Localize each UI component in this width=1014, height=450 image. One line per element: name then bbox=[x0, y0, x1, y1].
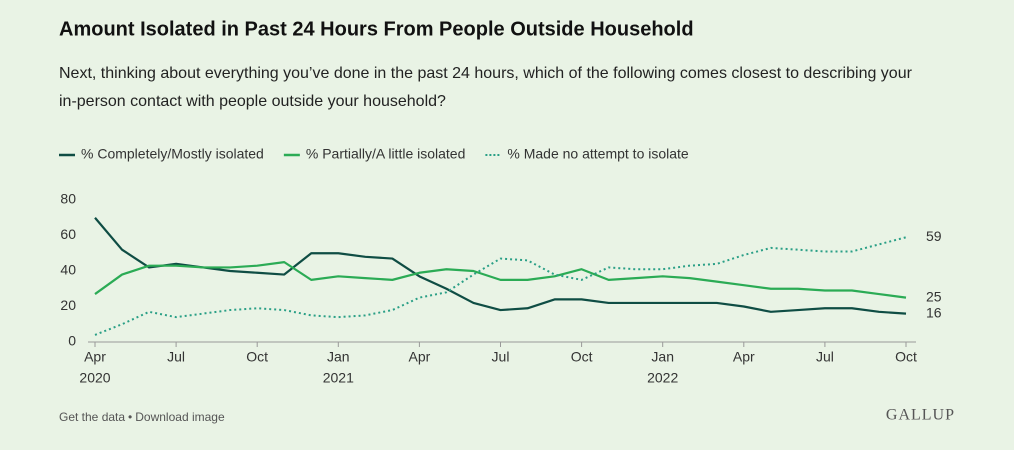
x-tick-year: 2022 bbox=[647, 370, 678, 386]
x-tick-label: Jul bbox=[816, 349, 834, 365]
x-tick-label: Jan bbox=[651, 349, 674, 365]
footer-link[interactable]: Get the data bbox=[59, 410, 125, 424]
series-line bbox=[94, 261, 907, 299]
footer: Get the data • Download image GALLUP bbox=[59, 407, 955, 425]
x-tick-label: Jul bbox=[167, 349, 185, 365]
legend-label: % Made no attempt to isolate bbox=[507, 146, 689, 162]
series-line bbox=[94, 236, 907, 336]
x-tick-label: Apr bbox=[733, 349, 755, 365]
brand: GALLUP bbox=[886, 407, 955, 424]
end-label: 16 bbox=[926, 304, 942, 320]
footer-separator: • bbox=[128, 410, 132, 424]
chart-title: Amount Isolated in Past 24 Hours From Pe… bbox=[59, 18, 694, 40]
y-tick-label: 40 bbox=[60, 262, 76, 278]
footer-link[interactable]: Download image bbox=[135, 410, 225, 424]
x-tick-label: Jul bbox=[492, 349, 510, 365]
chart-subtitle: Next, thinking about everything you’ve d… bbox=[59, 65, 913, 110]
series-line bbox=[94, 217, 907, 315]
x-tick-label: Jan bbox=[327, 349, 350, 365]
x-tick-label: Apr bbox=[409, 349, 431, 365]
end-label: 59 bbox=[926, 228, 942, 244]
legend-label: % Completely/Mostly isolated bbox=[81, 146, 264, 162]
x-tick-year: 2021 bbox=[323, 370, 354, 386]
y-tick-label: 0 bbox=[68, 333, 76, 349]
y-tick-label: 60 bbox=[60, 226, 76, 242]
y-tick-label: 20 bbox=[60, 297, 76, 313]
x-tick-label: Oct bbox=[246, 349, 268, 365]
y-tick-label: 80 bbox=[60, 191, 76, 207]
end-label: 25 bbox=[926, 288, 942, 304]
legend-label: % Partially/A little isolated bbox=[306, 146, 466, 162]
x-tick-label: Oct bbox=[571, 349, 593, 365]
x-tick-year: 2020 bbox=[79, 370, 110, 386]
x-tick-label: Apr bbox=[84, 349, 106, 365]
x-tick-label: Oct bbox=[895, 349, 917, 365]
